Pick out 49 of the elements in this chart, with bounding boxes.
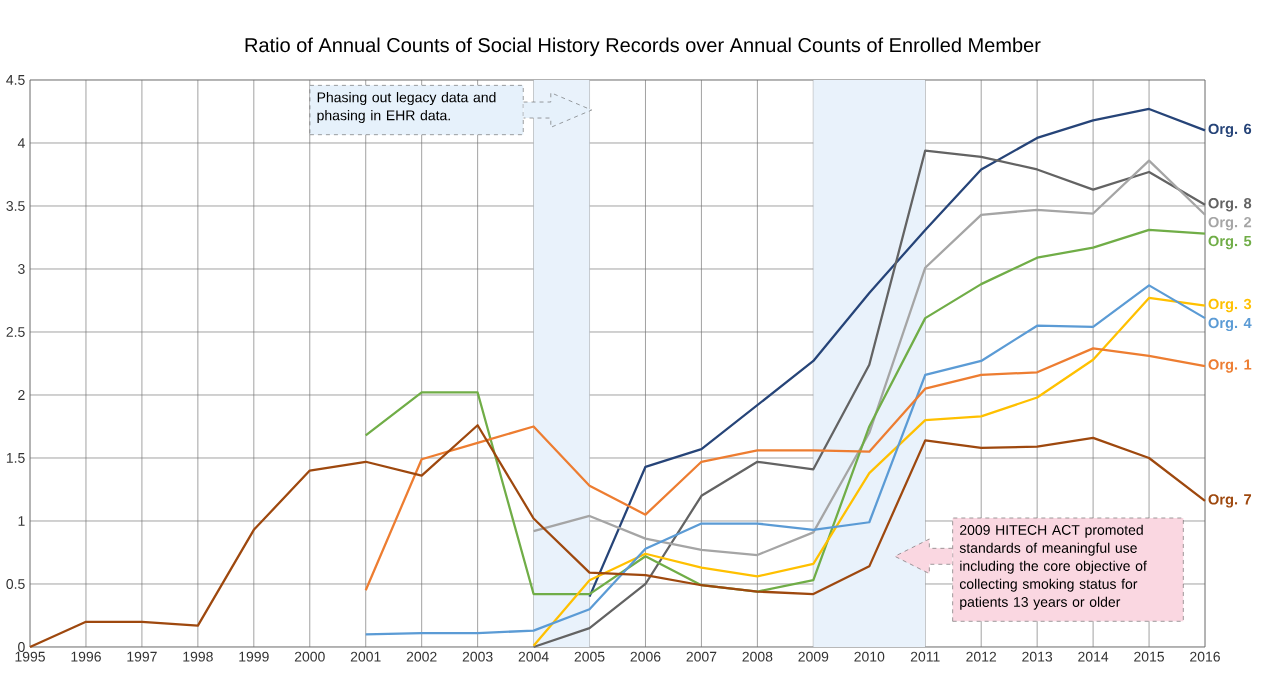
x-tick-label: 2000 <box>294 651 325 662</box>
y-tick-label: 3 <box>18 264 25 274</box>
x-tick-label: 2016 <box>1190 651 1220 662</box>
series-label: Org. 5 <box>1208 235 1252 250</box>
y-tick-label: 4 <box>17 138 25 148</box>
x-tick-label: 2002 <box>406 651 437 662</box>
y-tick-label: 4.5 <box>6 75 25 85</box>
y-tick-label: 1 <box>18 516 25 526</box>
series-label: Org. 4 <box>1208 317 1252 332</box>
x-tick-label: 1995 <box>15 651 45 662</box>
x-tick-label: 2010 <box>854 651 885 662</box>
x-tick-label: 2003 <box>462 651 493 662</box>
line-series <box>364 228 1207 596</box>
x-tick-label: 2007 <box>686 651 717 662</box>
y-tick-label: 2 <box>18 390 25 400</box>
line-series <box>364 284 1207 636</box>
x-tick-label: 2004 <box>518 651 549 662</box>
line-series <box>28 424 1207 649</box>
series-label: Org. 3 <box>1208 298 1252 313</box>
x-tick-label: 2005 <box>574 651 605 662</box>
x-tick-label: 2011 <box>910 651 940 662</box>
x-tick-label: 2012 <box>966 651 997 662</box>
y-tick-label: 2.5 <box>6 327 25 337</box>
x-tick-label: 2014 <box>1078 651 1109 662</box>
x-tick-label: 2015 <box>1134 651 1165 662</box>
x-tick-label: 2001 <box>350 651 381 662</box>
series-label: Org. 1 <box>1208 359 1252 373</box>
x-tick-label: 1997 <box>127 651 157 662</box>
x-tick-label: 1996 <box>71 651 101 662</box>
annotation: Phasing out legacy data and phasing in EHR data. <box>317 92 496 124</box>
chart-title: Ratio of Annual Counts of Social History Records over Annual Counts of Enrolled Member <box>245 37 1041 57</box>
x-tick-label: 2013 <box>1022 651 1053 662</box>
y-tick-label: 3.5 <box>6 201 25 211</box>
x-tick-label: 2009 <box>798 651 829 662</box>
line-series <box>532 159 1207 557</box>
x-tick-label: 2008 <box>742 651 773 662</box>
y-tick-label: 0.5 <box>6 579 25 589</box>
x-tick-label: 2006 <box>630 651 661 662</box>
y-tick-label: 1.5 <box>6 453 25 463</box>
y-tick-label: 0 <box>18 642 25 652</box>
series-label: Org. 2 <box>1208 216 1252 231</box>
series-label: Org. 6 <box>1208 123 1252 138</box>
line-series <box>532 296 1207 647</box>
annotation: 2009 HITECH ACT promoted standards of meaningful use including the core objective of collecting smoking status for patients 13 years or older <box>959 524 1147 610</box>
series-label: Org. 7 <box>1208 494 1252 508</box>
x-tick-label: 1998 <box>183 651 213 662</box>
x-tick-label: 1999 <box>239 651 269 662</box>
series-label: Org. 8 <box>1208 198 1252 212</box>
line-series <box>364 347 1207 592</box>
